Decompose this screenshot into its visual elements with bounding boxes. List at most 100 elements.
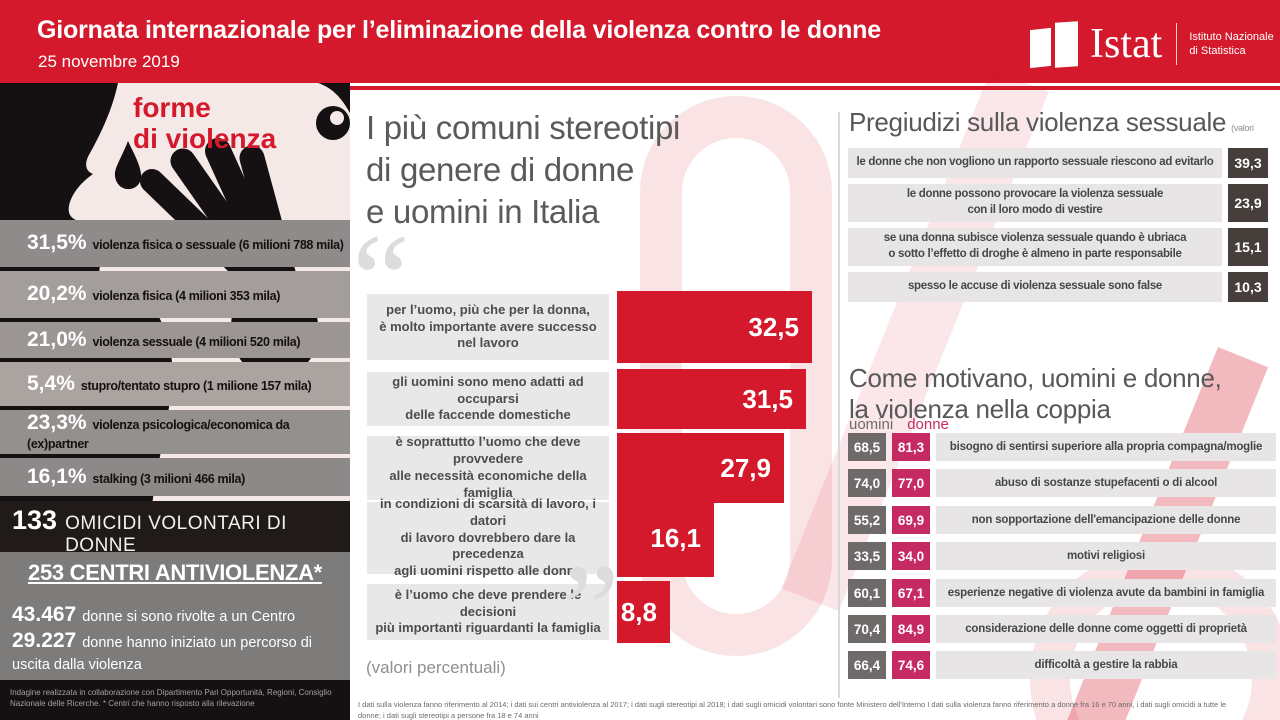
centers-stat-value: 29.227 bbox=[12, 629, 77, 653]
forms-of-violence-panel: forme di violenza 31,5% violenza fisica o… bbox=[0, 83, 350, 720]
motivations-column-headers: uomini donne bbox=[849, 416, 949, 433]
prejudice-value-badge: 15,1 bbox=[1228, 228, 1268, 266]
stereotype-bar: 31,5 bbox=[617, 369, 806, 429]
motivation-row: 74,0 77,0 abuso di sostanze stupefacenti o… bbox=[840, 469, 1280, 497]
violence-form-row: 21,0% violenza sessuale (4 milioni 520 mi… bbox=[0, 322, 350, 358]
prejudices-title: Pregiudizi sulla violenza sessuale (valor… bbox=[849, 107, 1280, 168]
violence-form-value: 5,4% bbox=[27, 371, 75, 395]
stereotypes-panel: I più comuni stereotipi di genere di don… bbox=[350, 83, 840, 720]
header-accent-line bbox=[0, 86, 1280, 90]
stereotype-label: è soprattutto l’uomo che deve provvedere… bbox=[367, 434, 609, 500]
motivation-row: 60,1 67,1 esperienze negative di violenza … bbox=[840, 579, 1280, 607]
istat-logo-text: Istat bbox=[1090, 21, 1163, 67]
uomini-value-badge: 70,4 bbox=[848, 615, 886, 643]
violence-form-label: violenza sessuale (4 milioni 520 mila) bbox=[92, 334, 301, 349]
centers-stat-label: donne si sono rivolte a un Centro bbox=[82, 609, 296, 625]
stereotype-label: è l’uomo che deve prendere le decisioni … bbox=[367, 584, 609, 640]
donne-value-badge: 84,9 bbox=[892, 615, 930, 643]
stereotype-bar: 8,8 bbox=[617, 581, 670, 643]
centers-stat-label: donne hanno iniziato un percorso di usci… bbox=[12, 635, 312, 673]
homicides-stat: 133 OMICIDI VOLONTARI DI DONNE anno 2018 bbox=[0, 501, 350, 570]
donne-column-label: donne bbox=[907, 416, 949, 433]
prejudice-label: se una donna subisce violenza sessuale q… bbox=[848, 228, 1222, 266]
centers-stat-line: 43.467 donne si sono rivolte a un Centro bbox=[12, 602, 342, 628]
motivation-label: difficoltà a gestire la rabbia bbox=[936, 651, 1276, 679]
donne-value-badge: 81,3 bbox=[892, 433, 930, 461]
motivation-label: motivi religiosi bbox=[936, 542, 1276, 570]
stereotype-label: gli uomini sono meno adatti ad occuparsi… bbox=[367, 372, 609, 426]
istat-books-icon bbox=[1030, 20, 1078, 68]
motivation-row: 55,2 69,9 non sopportazione dell'emancipaz… bbox=[840, 506, 1280, 534]
motivation-row: 70,4 84,9 considerazione delle donne come … bbox=[840, 615, 1280, 643]
motivation-label: esperienze negative di violenza avute da… bbox=[936, 579, 1276, 607]
stereotype-value: 27,9 bbox=[720, 452, 771, 483]
stereotype-value: 32,5 bbox=[748, 311, 799, 342]
source-footnote: I dati sulla violenza fanno riferimento … bbox=[358, 700, 1227, 720]
homicides-label: OMICIDI VOLONTARI DI DONNE bbox=[65, 513, 287, 556]
centers-stats-list: 43.467 donne si sono rivolte a un Centro 2… bbox=[0, 602, 350, 675]
page-title: Giornata internazionale per l’eliminazio… bbox=[37, 16, 881, 44]
violence-forms-list: 31,5% violenza fisica o sessuale (6 milio… bbox=[0, 220, 350, 496]
stereotypes-title: I più comuni stereotipi di genere di don… bbox=[366, 109, 681, 230]
istat-logo: Istat Istituto Nazionale di Statistica bbox=[1030, 14, 1274, 74]
violence-form-value: 20,2% bbox=[27, 282, 87, 306]
uomini-column-label: uomini bbox=[849, 416, 894, 433]
right-panel: Pregiudizi sulla violenza sessuale (valor… bbox=[840, 83, 1280, 720]
stereotype-label: in condizioni di scarsità di lavoro, i d… bbox=[367, 496, 609, 578]
uomini-value-badge: 60,1 bbox=[848, 579, 886, 607]
violence-form-value: 23,3% bbox=[27, 410, 87, 434]
violence-form-row: 23,3% violenza psicologica/economica da (… bbox=[0, 410, 350, 454]
violence-form-row: 5,4% stupro/tentato stupro (1 milione 157… bbox=[0, 362, 350, 406]
violence-form-row: 16,1% stalking (3 milioni 466 mila) bbox=[0, 458, 350, 496]
donne-value-badge: 34,0 bbox=[892, 542, 930, 570]
donne-value-badge: 67,1 bbox=[892, 579, 930, 607]
violence-form-row: 20,2% violenza fisica (4 milioni 353 mila… bbox=[0, 271, 350, 318]
prejudice-label: le donne possono provocare la violenza s… bbox=[848, 184, 1222, 222]
violence-form-row: 31,5% violenza fisica o sessuale (6 milio… bbox=[0, 220, 350, 267]
donne-value-badge: 74,6 bbox=[892, 651, 930, 679]
uomini-value-badge: 68,5 bbox=[848, 433, 886, 461]
uomini-value-badge: 55,2 bbox=[848, 506, 886, 534]
stereotype-value: 16,1 bbox=[650, 522, 701, 553]
header-bar: Giornata internazionale per l’eliminazio… bbox=[0, 0, 1280, 83]
stereotype-bar: 16,1 bbox=[617, 499, 714, 577]
violence-form-label: violenza psicologica/economica da (ex)pa… bbox=[27, 417, 290, 451]
motivations-title: Come motivano, uomini e donne, la violen… bbox=[849, 363, 1222, 424]
centers-stat-line: 29.227 donne hanno iniziato un percorso d… bbox=[12, 628, 342, 674]
uomini-value-badge: 74,0 bbox=[848, 469, 886, 497]
logo-divider bbox=[1176, 23, 1178, 65]
motivation-row: 66,4 74,6 difficoltà a gestire la rabbia bbox=[840, 651, 1280, 679]
left-footnote: Indagine realizzata in collaborazione co… bbox=[10, 688, 332, 709]
stereotype-bar: 27,9 bbox=[617, 433, 784, 503]
stereotype-value: 8,8 bbox=[620, 596, 657, 627]
istat-logo-subtitle: Istituto Nazionale di Statistica bbox=[1189, 30, 1274, 57]
prejudice-value-badge: 10,3 bbox=[1228, 272, 1268, 302]
column-divider bbox=[838, 112, 840, 698]
motivation-row: 33,5 34,0 motivi religiosi bbox=[840, 542, 1280, 570]
donne-value-badge: 77,0 bbox=[892, 469, 930, 497]
prejudice-value-badge: 39,3 bbox=[1228, 148, 1268, 178]
prejudice-label: spesso le accuse di violenza sessuale so… bbox=[848, 272, 1222, 302]
donne-value-badge: 69,9 bbox=[892, 506, 930, 534]
violence-form-value: 31,5% bbox=[27, 231, 87, 255]
uomini-value-badge: 33,5 bbox=[848, 542, 886, 570]
prejudice-value-badge: 23,9 bbox=[1228, 184, 1268, 222]
uomini-value-badge: 66,4 bbox=[848, 651, 886, 679]
stereotype-bar: 32,5 bbox=[617, 291, 812, 363]
violence-form-value: 21,0% bbox=[27, 327, 87, 351]
anti-violence-centers-block: 253 CENTRI ANTIVIOLENZA* 43.467 donne si … bbox=[0, 552, 350, 680]
motivation-label: non sopportazione dell'emancipazione del… bbox=[936, 506, 1276, 534]
violence-form-label: stupro/tentato stupro (1 milione 157 mil… bbox=[80, 378, 312, 393]
page-date: 25 novembre 2019 bbox=[38, 52, 180, 71]
forms-title: forme di violenza bbox=[133, 92, 277, 155]
stereotype-label: per l’uomo, più che per la donna, è molt… bbox=[367, 294, 609, 360]
violence-form-value: 16,1% bbox=[27, 464, 87, 488]
motivation-label: considerazione delle donne come oggetti … bbox=[936, 615, 1276, 643]
motivation-label: bisogno di sentirsi superiore alla propr… bbox=[936, 433, 1276, 461]
motivation-row: 68,5 81,3 bisogno di sentirsi superiore al… bbox=[840, 433, 1280, 461]
violence-form-label: violenza fisica o sessuale (6 milioni 78… bbox=[92, 238, 344, 253]
percent-values-note: (valori percentuali) bbox=[366, 658, 506, 677]
close-quote-icon: ” bbox=[562, 538, 620, 682]
centers-stat-value: 43.467 bbox=[12, 603, 77, 626]
